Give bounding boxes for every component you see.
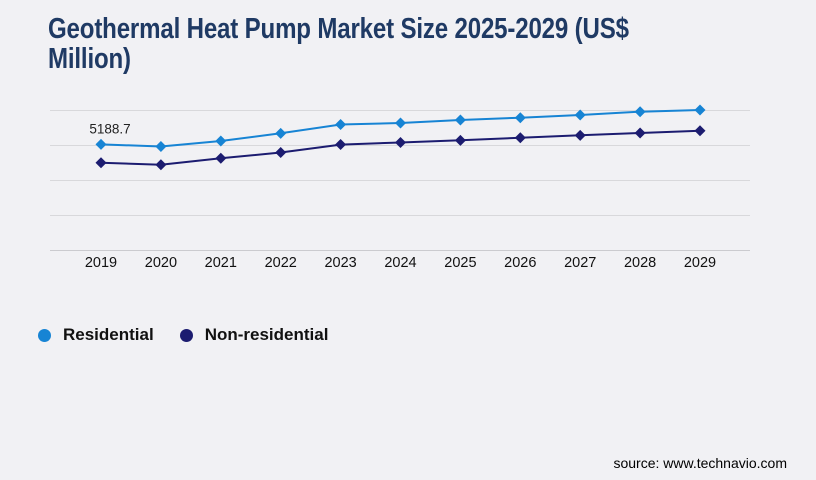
x-axis-label-2023: 2023 [324, 255, 356, 271]
point-data-label: 5188.7 [89, 121, 130, 136]
x-axis-label-2020: 2020 [145, 255, 177, 271]
x-axis-label-2027: 2027 [564, 255, 596, 271]
data-point-marker-non-residential [215, 152, 227, 164]
data-point-marker-non-residential [574, 129, 586, 141]
legend-label-residential: Residential [63, 325, 154, 344]
chart-title: Geothermal Heat Pump Market Size 2025-20… [48, 13, 629, 75]
data-point-marker-non-residential [454, 134, 466, 146]
data-point-marker-residential [215, 135, 227, 147]
data-point-marker-non-residential [335, 139, 347, 151]
data-point-marker-non-residential [155, 159, 167, 171]
data-point-marker-residential [275, 127, 287, 139]
data-point-marker-residential [95, 138, 107, 150]
data-point-marker-non-residential [95, 157, 107, 169]
data-point-marker-residential [395, 117, 406, 129]
data-point-marker-non-residential [634, 127, 646, 139]
x-axis-label-2026: 2026 [504, 255, 536, 271]
x-axis-label-2028: 2028 [624, 255, 656, 271]
data-point-marker-non-residential [395, 137, 406, 149]
source-attribution: source: www.technavio.com [613, 455, 787, 471]
x-axis-label-2025: 2025 [444, 255, 476, 271]
non-residential-legend-dot-icon [179, 328, 193, 342]
data-point-marker-residential [335, 119, 347, 131]
data-point-marker-non-residential [275, 147, 287, 159]
x-axis-label-2024: 2024 [384, 255, 416, 271]
x-axis-label-2021: 2021 [205, 255, 237, 271]
data-point-marker-non-residential [694, 125, 706, 137]
data-point-marker-non-residential [514, 132, 526, 144]
data-point-marker-residential [514, 112, 526, 124]
data-point-marker-residential [634, 106, 646, 118]
legend-item-non-residential: Non-residential [179, 325, 329, 345]
legend-item-residential: Residential [38, 325, 154, 345]
line-chart: 2019 2020 2021 2022 2023 2024 2025 2026 2027 2028… [50, 104, 750, 271]
x-axis-label-2022: 2022 [265, 255, 297, 271]
residential-legend-dot-icon [38, 328, 51, 342]
x-axis-label-2019: 2019 [85, 255, 117, 271]
data-point-marker-residential [574, 109, 586, 121]
data-point-marker-residential [155, 140, 167, 152]
x-axis-label-2029: 2029 [684, 255, 716, 271]
legend-label-non-residential: Non-residential [204, 325, 329, 344]
data-point-marker-residential [454, 114, 466, 126]
chart-legend: Residential Non-residential [38, 325, 328, 345]
data-point-marker-residential [694, 104, 706, 116]
